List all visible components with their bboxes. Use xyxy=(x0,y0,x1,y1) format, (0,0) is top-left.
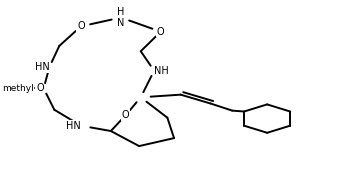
Text: H
N: H N xyxy=(117,7,125,28)
Text: O: O xyxy=(122,110,130,120)
Text: methyl: methyl xyxy=(2,84,33,93)
Text: NH: NH xyxy=(154,66,169,76)
Text: HN: HN xyxy=(66,121,81,131)
Text: O: O xyxy=(36,84,44,93)
Text: O: O xyxy=(77,21,85,31)
Text: O: O xyxy=(157,27,165,37)
Text: HN: HN xyxy=(34,62,49,72)
